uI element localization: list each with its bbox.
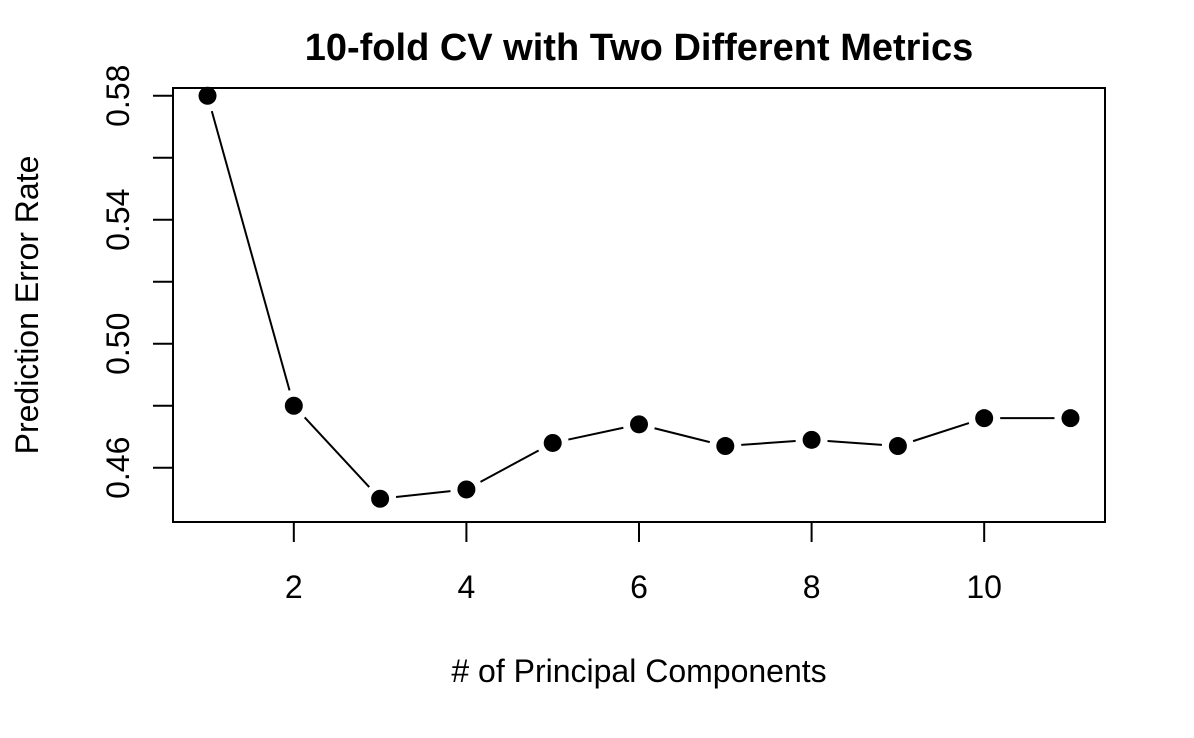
data-point-10 xyxy=(975,409,994,428)
data-point-3 xyxy=(371,489,390,508)
data-point-7 xyxy=(716,437,735,456)
series-segment-8-9 xyxy=(827,439,883,446)
data-point-2 xyxy=(284,396,303,415)
data-point-1 xyxy=(198,86,217,105)
y-tick-label-0-46: 0.46 xyxy=(100,437,136,499)
series-segment-4-5 xyxy=(480,449,540,483)
chart-title: 10-fold CV with Two Different Metrics xyxy=(305,27,974,69)
data-point-9 xyxy=(888,437,907,456)
series-layer xyxy=(198,86,1080,508)
data-point-8 xyxy=(802,430,821,449)
series-segment-7-8 xyxy=(741,439,796,446)
series-segment-3-4 xyxy=(395,490,451,499)
y-tick-label-0-5: 0.50 xyxy=(100,313,136,375)
x-axis-title: # of Principal Components xyxy=(451,653,826,689)
x-tick-label-8: 8 xyxy=(803,569,821,605)
y-axis-title: Prediction Error Rate xyxy=(9,156,45,455)
data-point-11 xyxy=(1061,409,1080,428)
data-point-6 xyxy=(630,415,648,434)
series-segment-2-3 xyxy=(303,416,370,488)
series-segment-9-10 xyxy=(912,422,970,443)
x-tick-label-10: 10 xyxy=(966,569,1002,605)
series-segment-5-6 xyxy=(568,426,624,441)
x-axis: 2 4 6 8 10 xyxy=(285,521,1002,605)
data-point-4 xyxy=(457,480,476,499)
x-tick-label-6: 6 xyxy=(630,569,648,605)
y-tick-label-0-54: 0.54 xyxy=(100,189,136,251)
y-axis: 0.46 0.50 0.54 0.58 xyxy=(100,65,174,499)
series-segment-6-7 xyxy=(654,427,711,444)
plot-box xyxy=(172,87,1106,523)
x-tick-label-4: 4 xyxy=(458,569,476,605)
y-tick-label-0-58: 0.58 xyxy=(100,65,136,127)
series-segment-1-2 xyxy=(210,110,291,391)
x-tick-label-2: 2 xyxy=(285,569,303,605)
data-point-5 xyxy=(543,433,562,452)
